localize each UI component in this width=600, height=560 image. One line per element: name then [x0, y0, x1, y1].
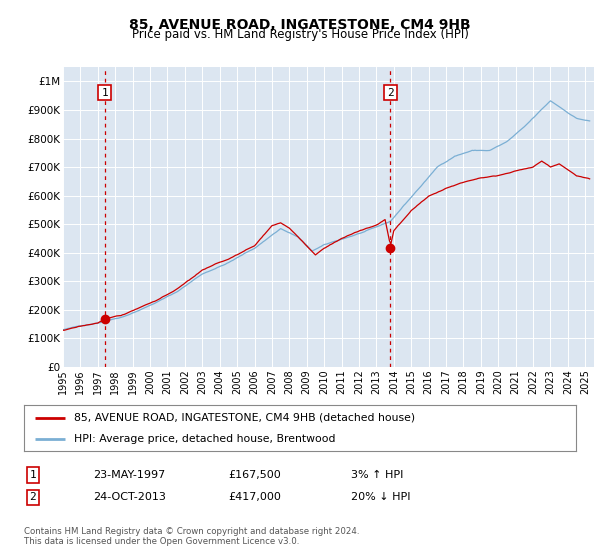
Text: Contains HM Land Registry data © Crown copyright and database right 2024.
This d: Contains HM Land Registry data © Crown c…	[24, 526, 359, 546]
Text: 2: 2	[29, 492, 37, 502]
Text: 1: 1	[29, 470, 37, 480]
Text: 3% ↑ HPI: 3% ↑ HPI	[351, 470, 403, 480]
Text: 24-OCT-2013: 24-OCT-2013	[93, 492, 166, 502]
Text: 23-MAY-1997: 23-MAY-1997	[93, 470, 165, 480]
Text: £167,500: £167,500	[228, 470, 281, 480]
Text: 2: 2	[387, 88, 394, 97]
Text: 1: 1	[101, 88, 108, 97]
Text: HPI: Average price, detached house, Brentwood: HPI: Average price, detached house, Bren…	[74, 435, 335, 444]
Text: £417,000: £417,000	[228, 492, 281, 502]
Text: Price paid vs. HM Land Registry's House Price Index (HPI): Price paid vs. HM Land Registry's House …	[131, 28, 469, 41]
Text: 85, AVENUE ROAD, INGATESTONE, CM4 9HB: 85, AVENUE ROAD, INGATESTONE, CM4 9HB	[129, 18, 471, 32]
Text: 20% ↓ HPI: 20% ↓ HPI	[351, 492, 410, 502]
Text: 85, AVENUE ROAD, INGATESTONE, CM4 9HB (detached house): 85, AVENUE ROAD, INGATESTONE, CM4 9HB (d…	[74, 413, 415, 423]
